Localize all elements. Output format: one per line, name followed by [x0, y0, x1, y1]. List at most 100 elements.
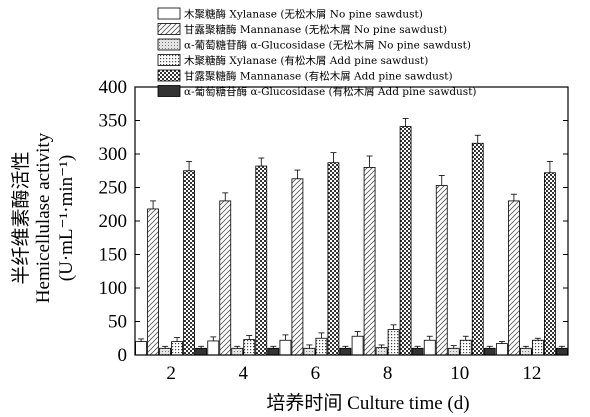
bar-s6-x2	[195, 347, 207, 356]
bar-s4-x10	[459, 339, 472, 356]
x-axis-label: 培养时间 Culture time (d)	[266, 392, 469, 414]
bars-layer	[135, 118, 568, 356]
y-tick-label-250: 250	[99, 178, 128, 199]
bar-s6-x12	[556, 347, 568, 356]
error-bar-s1-x12	[498, 341, 505, 344]
bar-s6-x10	[483, 347, 496, 356]
error-bar-s4-x2	[174, 337, 181, 342]
error-bar-s3-x6	[306, 344, 313, 349]
error-bar-s4-x12	[534, 337, 541, 341]
error-bar-s2-x6	[294, 169, 301, 179]
x-tick-labels: 2 4 6 8 10 12	[166, 363, 541, 384]
bar-s5-x4	[255, 165, 268, 356]
error-bar-s5-x10	[474, 134, 481, 144]
y-tick-label-0: 0	[118, 345, 128, 366]
error-bar-s5-x12	[546, 160, 553, 173]
bar-s4-x4	[243, 339, 256, 356]
error-bar-s6-x10	[486, 345, 493, 349]
y-tick-labels: 0 50 100 150 200 250 300 350 400	[99, 77, 128, 366]
bar-s1-x2	[135, 341, 147, 356]
legend-item-1: 木聚糖酶 Xylanase (无松木屑 No pine sawdust)	[157, 7, 423, 21]
x-tick-label-2: 2	[166, 363, 176, 384]
error-bar-s1-x2	[138, 338, 145, 342]
bar-s1-x12	[496, 343, 508, 356]
legend-label-6: α-葡萄糖苷酶 α-Glucosidase (有松木屑 Add pine saw…	[184, 85, 477, 98]
legend-item-6: α-葡萄糖苷酶 α-Glucosidase (有松木屑 Add pine saw…	[157, 85, 477, 98]
error-bar-s5-x2	[186, 160, 193, 171]
legend-label-4: 木聚糖酶 Xylanase (有松木屑 Add pine sawdust)	[184, 54, 428, 67]
bar-s5-x6	[327, 162, 340, 356]
y-tick-label-300: 300	[99, 144, 128, 165]
bar-s2-x10	[435, 185, 448, 356]
legend-swatch-5	[157, 69, 181, 82]
error-bar-s6-x12	[558, 345, 565, 349]
error-bar-s3-x8	[378, 344, 385, 348]
legend: 木聚糖酶 Xylanase (无松木屑 No pine sawdust) 甘露聚糖…	[157, 7, 477, 98]
legend-item-4: 木聚糖酶 Xylanase (有松木屑 Add pine sawdust)	[157, 54, 428, 67]
error-bar-s1-x8	[354, 331, 361, 337]
bar-s6-x4	[267, 347, 280, 356]
error-bar-s1-x6	[282, 334, 289, 341]
bar-s2-x2	[147, 208, 159, 356]
legend-label-2: 甘露聚糖酶 Mannanase (无松木屑 No pine sawdust)	[184, 23, 447, 36]
y-axis-label: 半纤维素酶活性 Hemicellulase activity (U·mL⁻¹·m…	[10, 132, 77, 303]
legend-label-1: 木聚糖酶 Xylanase (无松木屑 No pine sawdust)	[184, 8, 423, 21]
bar-s1-x10	[423, 339, 436, 356]
legend-item-5: 甘露聚糖酶 Mannanase (有松木屑 Add pine sawdust)	[157, 69, 453, 83]
error-bar-s3-x12	[522, 345, 529, 349]
x-tick-label-10: 10	[450, 363, 469, 384]
bar-s4-x2	[171, 341, 183, 356]
bar-s5-x2	[183, 170, 195, 356]
legend-item-2: 甘露聚糖酶 Mannanase (无松木屑 No pine sawdust)	[157, 23, 447, 36]
legend-swatch-2	[157, 23, 181, 35]
legend-swatch-1	[157, 7, 181, 20]
axes-layer	[134, 86, 569, 356]
x-tick-label-8: 8	[383, 363, 393, 384]
error-bar-s2-x4	[222, 192, 229, 201]
error-bar-s6-x8	[414, 345, 421, 349]
legend-swatch-6	[157, 85, 181, 97]
y-tick-label-50: 50	[108, 312, 127, 333]
error-bar-s2-x8	[366, 155, 373, 168]
error-bar-s5-x4	[258, 157, 265, 167]
error-bar-s6-x4	[270, 345, 277, 349]
error-bar-s2-x10	[438, 175, 445, 186]
bar-s5-x12	[544, 172, 556, 356]
y-tick-label-200: 200	[99, 211, 128, 232]
bar-s3-x12	[520, 347, 532, 356]
y-tick-label-400: 400	[99, 77, 128, 98]
bar-s4-x6	[315, 337, 328, 356]
error-bar-s2-x12	[510, 193, 517, 201]
legend-label-3: α-葡萄糖苷酶 α-Glucosidase (无松木屑 No pine sawd…	[184, 39, 471, 52]
error-bar-s5-x6	[330, 152, 337, 163]
bar-s5-x8	[399, 126, 412, 356]
y-tick-label-150: 150	[99, 245, 128, 266]
y-axis-label-line-1: 半纤维素酶活性	[10, 151, 32, 284]
error-bar-s4-x4	[246, 335, 253, 340]
bar-s5-x10	[471, 142, 484, 356]
legend-item-3: α-葡萄糖苷酶 α-Glucosidase (无松木屑 No pine sawd…	[157, 39, 471, 52]
error-bar-s4-x8	[390, 324, 397, 330]
bar-s1-x4	[207, 340, 220, 356]
legend-swatch-4	[157, 54, 181, 66]
y-axis-label-line-2: Hemicellulase activity	[33, 132, 54, 303]
bar-s2-x12	[508, 200, 520, 356]
error-bar-s3-x10	[450, 345, 457, 349]
legend-label-5: 甘露聚糖酶 Mannanase (有松木屑 Add pine sawdust)	[184, 70, 453, 83]
bar-s2-x4	[219, 200, 232, 356]
bar-s3-x6	[303, 347, 316, 356]
bar-s3-x2	[159, 347, 171, 356]
bar-s3-x4	[231, 347, 244, 356]
error-bar-s4-x6	[318, 332, 325, 339]
y-tick-label-350: 350	[99, 111, 128, 132]
x-tick-label-12: 12	[522, 363, 541, 384]
y-axis-label-line-3: (U·mL⁻¹·min⁻¹)	[56, 155, 77, 281]
error-bar-s1-x10	[426, 335, 433, 341]
error-bar-s6-x6	[342, 345, 349, 349]
x-tick-label-6: 6	[311, 363, 321, 384]
x-tick-label-4: 4	[239, 363, 249, 384]
plot-frame	[134, 86, 569, 356]
bar-s6-x8	[411, 347, 424, 356]
bar-s4-x8	[387, 329, 400, 356]
